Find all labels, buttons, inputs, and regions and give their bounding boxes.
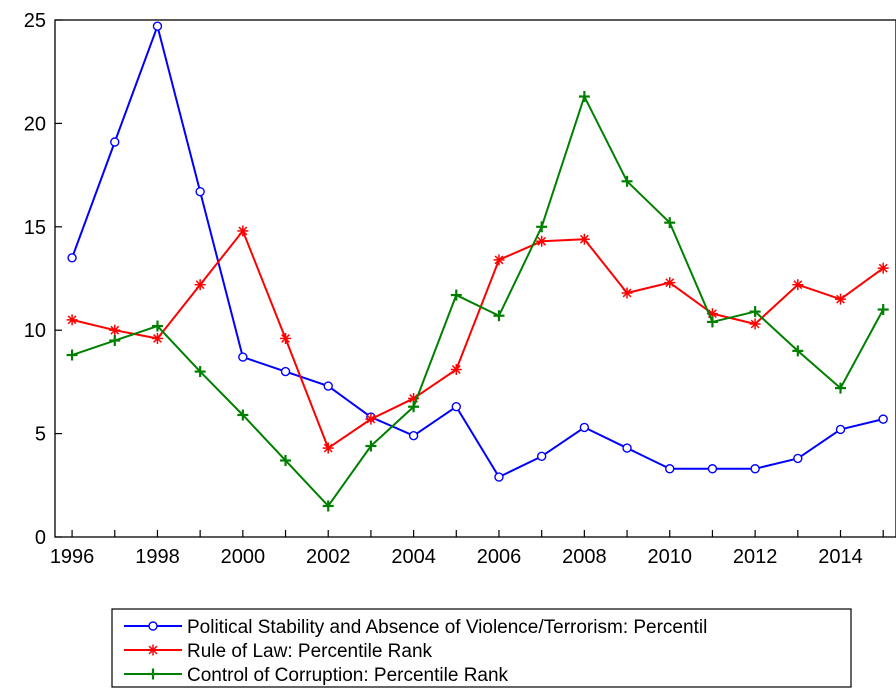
data-point bbox=[195, 186, 205, 197]
data-point bbox=[365, 440, 377, 452]
data-point bbox=[579, 422, 590, 433]
data-point bbox=[280, 366, 291, 377]
series-line bbox=[71, 229, 884, 450]
data-point bbox=[322, 500, 334, 512]
legend-label: Control of Corruption: Percentile Rank bbox=[187, 665, 509, 686]
series-1 bbox=[67, 21, 888, 482]
data-point bbox=[237, 225, 249, 237]
data-point bbox=[237, 409, 249, 421]
legend-label: Political Stability and Absence of Viole… bbox=[187, 617, 707, 638]
data-point bbox=[749, 318, 761, 330]
data-point bbox=[664, 277, 676, 289]
legend: Political Stability and Absence of Viole… bbox=[111, 608, 852, 688]
data-point bbox=[238, 352, 248, 362]
data-point bbox=[835, 382, 847, 394]
data-point bbox=[280, 454, 292, 466]
x-tick-label: 2004 bbox=[391, 546, 436, 568]
data-point bbox=[877, 262, 889, 274]
data-point bbox=[408, 401, 420, 413]
data-point bbox=[792, 345, 804, 357]
legend-label: Rule of Law: Percentile Rank bbox=[187, 641, 433, 662]
y-tick-label: 15 bbox=[24, 217, 46, 239]
data-point bbox=[536, 221, 548, 233]
y-tick-label: 10 bbox=[24, 320, 46, 342]
x-axis: 1996 1998 2000 2002 2004 2006 2008 2010 2012 2014 bbox=[50, 530, 884, 568]
data-point bbox=[749, 306, 761, 318]
y-axis: 0 5 10 15 20 25 bbox=[24, 10, 62, 549]
data-point bbox=[148, 621, 158, 631]
data-point bbox=[877, 304, 889, 316]
data-point bbox=[147, 668, 159, 680]
data-point bbox=[280, 332, 292, 344]
x-tick-label: 2010 bbox=[647, 546, 692, 568]
data-point bbox=[194, 366, 206, 378]
data-point bbox=[110, 137, 120, 147]
data-point bbox=[152, 21, 163, 31]
data-point bbox=[578, 233, 590, 245]
legend-box bbox=[111, 608, 852, 688]
data-point bbox=[66, 349, 78, 361]
data-point bbox=[622, 443, 632, 453]
data-point bbox=[109, 324, 121, 336]
data-point bbox=[66, 314, 78, 326]
series-layer bbox=[66, 21, 889, 512]
legend-item: Political Stability and Absence of Viole… bbox=[124, 617, 707, 638]
legend-item: Rule of Law: Percentile Rank bbox=[124, 641, 433, 662]
data-point bbox=[67, 253, 77, 263]
x-tick-label: 1996 bbox=[50, 546, 95, 568]
series-line bbox=[71, 25, 884, 479]
data-point bbox=[835, 424, 846, 435]
data-point bbox=[706, 316, 718, 328]
plot-frame bbox=[54, 19, 896, 538]
data-point bbox=[151, 320, 163, 332]
data-point bbox=[664, 217, 676, 229]
y-tick-label: 20 bbox=[24, 113, 46, 135]
data-point bbox=[493, 310, 505, 322]
data-point bbox=[621, 175, 633, 187]
data-point bbox=[621, 287, 633, 299]
data-point bbox=[365, 413, 377, 425]
data-point bbox=[536, 235, 548, 247]
data-point bbox=[793, 453, 803, 464]
data-point bbox=[451, 402, 461, 412]
data-point bbox=[322, 442, 334, 454]
data-point bbox=[665, 464, 675, 474]
data-point bbox=[578, 91, 590, 103]
data-point bbox=[878, 414, 888, 424]
data-point bbox=[493, 254, 505, 266]
series-line bbox=[71, 95, 885, 507]
x-tick-label: 2014 bbox=[818, 546, 863, 568]
data-point bbox=[450, 363, 462, 375]
legend-item: Control of Corruption: Percentile Rank bbox=[124, 665, 509, 686]
data-point bbox=[194, 279, 206, 291]
x-tick-label: 1998 bbox=[135, 546, 180, 568]
data-point bbox=[835, 293, 847, 305]
data-point bbox=[792, 279, 804, 291]
y-tick-label: 0 bbox=[35, 527, 46, 549]
x-tick-label: 2000 bbox=[221, 546, 266, 568]
data-point bbox=[750, 464, 760, 474]
data-point bbox=[109, 335, 121, 347]
series-3 bbox=[66, 91, 889, 512]
series-2 bbox=[66, 225, 889, 454]
data-point bbox=[536, 451, 547, 462]
y-tick-label: 5 bbox=[35, 424, 46, 446]
data-point bbox=[147, 644, 159, 656]
data-point bbox=[494, 472, 504, 482]
x-tick-label: 2012 bbox=[733, 546, 778, 568]
data-point bbox=[323, 381, 333, 391]
data-point bbox=[707, 464, 718, 474]
x-tick-label: 2006 bbox=[477, 546, 522, 568]
data-point bbox=[151, 332, 163, 344]
data-point bbox=[450, 289, 462, 301]
y-tick-label: 25 bbox=[24, 10, 46, 32]
x-tick-label: 2008 bbox=[562, 546, 607, 568]
x-tick-label: 2002 bbox=[306, 546, 351, 568]
data-point bbox=[408, 430, 419, 441]
